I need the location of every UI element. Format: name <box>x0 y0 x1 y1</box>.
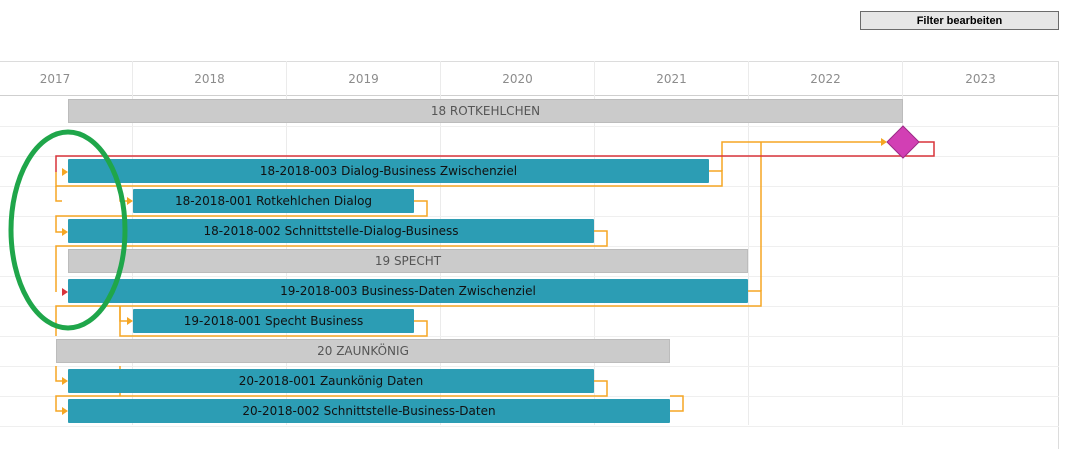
dependency-line <box>119 306 127 322</box>
dependency-arrow-icon <box>62 407 68 415</box>
row-divider <box>0 276 1059 277</box>
group-bar-20-zaunkoenig[interactable]: 20 ZAUNKÖNIG <box>56 339 670 363</box>
year-2021: 2021 <box>656 72 687 86</box>
grid-line <box>902 61 903 425</box>
year-2017: 2017 <box>39 72 71 86</box>
year-2023: 2023 <box>965 72 996 86</box>
row-divider <box>0 336 1059 337</box>
dependency-line <box>670 395 684 412</box>
group-bar-18-rotkehlchen[interactable]: 18 ROTKEHLCHEN <box>68 99 903 123</box>
dependency-line <box>55 380 608 412</box>
year-2019: 2019 <box>348 72 379 86</box>
year-2022: 2022 <box>810 72 841 86</box>
grid-line <box>286 61 287 425</box>
group-bar-19-specht[interactable]: 19 SPECHT <box>68 249 748 273</box>
task-bar[interactable]: 18-2018-001 Rotkehlchen Dialog <box>133 189 414 213</box>
dependency-line <box>119 186 127 202</box>
row-divider <box>0 126 1059 127</box>
task-bar[interactable]: 18-2018-002 Schnittstelle-Dialog-Busines… <box>68 219 594 243</box>
filter-edit-button[interactable]: Filter bearbeiten <box>860 11 1059 30</box>
task-bar[interactable]: 18-2018-003 Dialog-Business Zwischenziel <box>68 159 709 183</box>
dependency-line <box>721 141 883 171</box>
task-bar[interactable]: 20-2018-002 Schnittstelle-Business-Daten <box>68 399 670 423</box>
row-divider <box>0 366 1059 367</box>
grid-line <box>132 61 133 425</box>
grid-line <box>440 61 441 425</box>
row-divider <box>0 426 1059 427</box>
task-bar[interactable]: 19-2018-001 Specht Business <box>133 309 414 333</box>
year-2018: 2018 <box>194 72 225 86</box>
row-divider <box>0 216 1059 217</box>
task-bar[interactable]: 19-2018-003 Business-Daten Zwischenziel <box>68 279 748 303</box>
dependency-line <box>55 366 62 382</box>
chart-right-border <box>1058 61 1059 449</box>
dependency-arrow-icon <box>127 317 133 325</box>
dependency-arrow-icon <box>881 138 887 146</box>
year-2020: 2020 <box>502 72 533 86</box>
dependency-arrow-icon <box>127 197 133 205</box>
grid-line <box>748 61 749 425</box>
task-bar[interactable]: 20-2018-001 Zaunkönig Daten <box>68 369 594 393</box>
timeline-header: 2017 2018 2019 2020 2021 2022 2023 <box>0 61 1059 96</box>
dependency-arrow-icon <box>62 377 68 385</box>
grid-line <box>594 61 595 425</box>
dependency-line <box>55 186 62 202</box>
